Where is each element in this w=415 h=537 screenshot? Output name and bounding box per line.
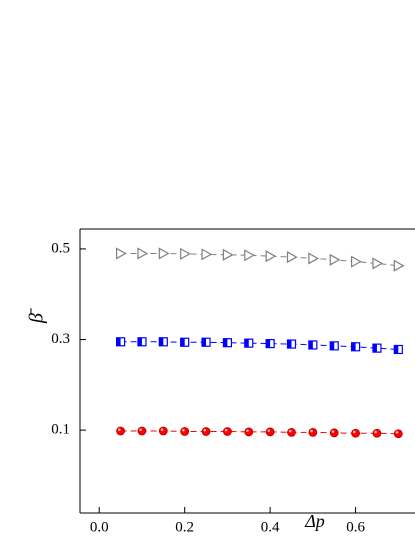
point bbox=[308, 427, 318, 437]
point bbox=[222, 248, 234, 261]
point-shine bbox=[224, 428, 228, 432]
y-tick-label: 0.3 bbox=[51, 331, 70, 347]
point bbox=[329, 253, 341, 266]
point-half bbox=[266, 339, 271, 348]
point-half bbox=[351, 342, 356, 351]
point bbox=[201, 427, 211, 436]
y-tick-label: 0.5 bbox=[51, 240, 70, 256]
point bbox=[265, 250, 277, 263]
point-half bbox=[180, 338, 185, 347]
point bbox=[329, 428, 339, 438]
x-tick-label: 0.4 bbox=[261, 519, 280, 535]
point bbox=[372, 428, 382, 438]
point-half bbox=[372, 344, 377, 353]
point bbox=[116, 426, 125, 436]
point-shine bbox=[117, 428, 121, 432]
point-shine bbox=[246, 429, 249, 432]
point-shine bbox=[160, 428, 164, 432]
point-shine bbox=[395, 431, 399, 434]
point bbox=[180, 247, 191, 260]
point bbox=[351, 428, 360, 438]
point bbox=[265, 427, 275, 437]
y-axis-label: β̄ bbox=[26, 308, 48, 324]
x-axis-label: Δp bbox=[304, 511, 325, 531]
point-half bbox=[202, 338, 207, 347]
point-shine bbox=[374, 430, 377, 434]
point bbox=[180, 427, 190, 436]
point-shine bbox=[267, 429, 271, 432]
point-shine bbox=[310, 429, 313, 433]
point-half bbox=[223, 338, 228, 347]
x-tick-label: 0.0 bbox=[90, 519, 109, 535]
point bbox=[393, 429, 403, 439]
point bbox=[393, 259, 405, 272]
point-shine bbox=[203, 428, 207, 432]
point-half bbox=[159, 337, 164, 346]
point-half bbox=[394, 345, 399, 354]
point-half bbox=[330, 341, 335, 350]
point bbox=[308, 252, 320, 265]
point-shine bbox=[288, 429, 292, 433]
point bbox=[158, 426, 168, 436]
point-half bbox=[137, 337, 142, 346]
point bbox=[350, 255, 362, 268]
point-shine bbox=[352, 430, 356, 434]
point bbox=[115, 247, 127, 260]
point bbox=[244, 427, 254, 437]
point bbox=[372, 257, 384, 270]
point bbox=[223, 427, 232, 436]
point bbox=[158, 247, 170, 260]
point bbox=[286, 251, 298, 264]
point bbox=[137, 426, 147, 436]
point-shine bbox=[139, 428, 142, 432]
point-shine bbox=[331, 430, 335, 433]
point-shine bbox=[182, 428, 185, 432]
point-half bbox=[244, 339, 249, 348]
point bbox=[137, 247, 149, 260]
point-half bbox=[116, 337, 121, 346]
point bbox=[244, 249, 256, 262]
y-tick-label: 0.1 bbox=[51, 422, 70, 438]
point bbox=[287, 427, 296, 437]
x-tick-label: 0.2 bbox=[175, 519, 194, 535]
x-tick-label: 0.6 bbox=[346, 519, 365, 535]
point-half bbox=[308, 340, 313, 349]
point-half bbox=[287, 340, 292, 349]
point bbox=[201, 248, 213, 261]
